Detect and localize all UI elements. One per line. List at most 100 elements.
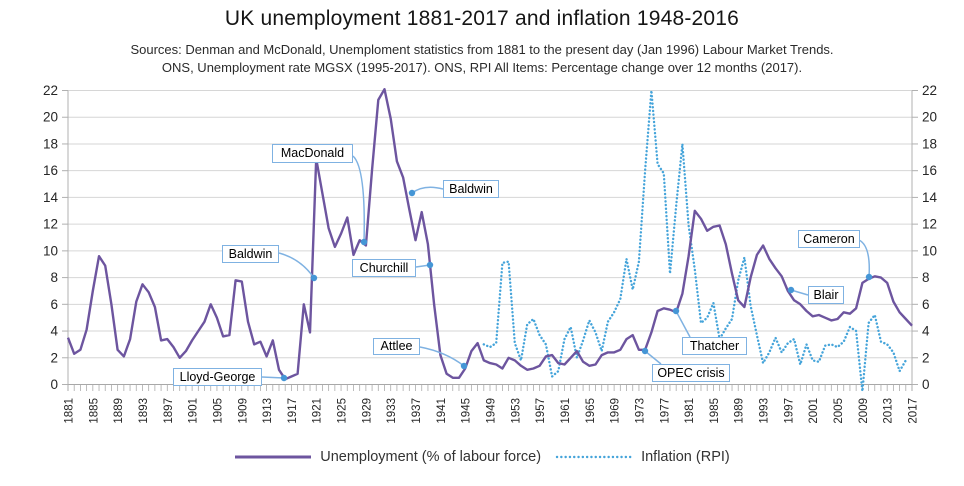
x-axis-label: 1909 xyxy=(237,398,249,424)
annotation-label-baldwin-1: Baldwin xyxy=(222,245,279,263)
legend-item-unemployment: Unemployment (% of labour force) xyxy=(234,449,541,465)
annotation-label-attlee: Attlee xyxy=(373,338,420,355)
x-axis-label: 1893 xyxy=(138,398,150,424)
annotation-connectors xyxy=(261,155,873,382)
x-axis-label: 1901 xyxy=(188,398,200,424)
x-axis-label: 1897 xyxy=(163,398,175,424)
x-axis-label: 2009 xyxy=(858,398,870,424)
annotation-label-baldwin-2: Baldwin xyxy=(443,180,499,198)
x-axis-label: 1917 xyxy=(287,398,299,424)
y-axis-label-left: 16 xyxy=(43,163,58,178)
unemployment-line-swatch-icon xyxy=(235,455,312,459)
x-axis-label: 1905 xyxy=(212,398,224,424)
x-axis-label: 1913 xyxy=(262,398,274,424)
x-axis-label: 1977 xyxy=(659,398,671,424)
y-axis-label-left: 10 xyxy=(43,243,58,258)
x-axis-label: 2013 xyxy=(883,398,895,424)
annotation-connector-cameron xyxy=(858,239,871,278)
y-axis-label-left: 8 xyxy=(50,270,58,285)
x-axis-label: 1993 xyxy=(759,398,771,424)
x-axis-label: 1985 xyxy=(709,398,721,424)
annotation-connector-baldwin-1 xyxy=(278,252,315,279)
x-axis-label: 1981 xyxy=(684,398,696,424)
y-axis-label-right: 12 xyxy=(922,217,937,232)
annotation-label-thatcher: Thatcher xyxy=(682,337,747,355)
x-axis-label: 1997 xyxy=(783,398,795,424)
annotation-dot-lloyd-george xyxy=(280,374,288,382)
x-axis-label: 1929 xyxy=(361,398,373,424)
chart-title: UK unemployment 1881-2017 and inflation … xyxy=(224,7,740,30)
annotation-dot-baldwin-1 xyxy=(310,274,318,282)
annotation-connector-thatcher xyxy=(675,310,691,338)
legend-label-inflation: Inflation (RPI) xyxy=(641,449,730,465)
x-axis-label: 1945 xyxy=(461,398,473,424)
y-axis-label-right: 2 xyxy=(922,350,930,365)
legend-item-inflation: Inflation (RPI) xyxy=(555,449,730,465)
annotation-label-blair: Blair xyxy=(808,286,844,304)
y-axis-label-right: 6 xyxy=(922,297,930,312)
inflation-line xyxy=(482,90,907,392)
y-axis-label-right: 8 xyxy=(922,270,930,285)
y-axis-label-right: 0 xyxy=(922,377,930,392)
x-axis-label: 1973 xyxy=(634,398,646,424)
annotation-dot-opec-crisis xyxy=(641,347,649,355)
y-axis-label-right: 14 xyxy=(922,190,938,205)
annotation-label-opec-crisis: OPEC crisis xyxy=(652,364,730,382)
x-axis-label: 1933 xyxy=(386,398,398,424)
annotation-label-cameron: Cameron xyxy=(798,230,860,248)
y-axis-label-left: 18 xyxy=(43,136,58,151)
annotation-dot-blair xyxy=(787,286,795,294)
x-axis-label: 1961 xyxy=(560,398,572,424)
y-axis-label-left: 22 xyxy=(43,83,58,98)
x-axis-label: 1957 xyxy=(535,398,547,424)
y-axis-label-left: 0 xyxy=(50,377,58,392)
x-axis-label: 1949 xyxy=(486,398,498,424)
sources-line-1: Sources: Denman and McDonald, Unemplomen… xyxy=(130,42,834,57)
unemployment-line xyxy=(66,88,913,381)
y-axis-label-right: 4 xyxy=(922,324,930,339)
x-axis-label: 1937 xyxy=(411,398,423,424)
x-axis-label: 1989 xyxy=(734,398,746,424)
x-axis-label: 2017 xyxy=(908,398,920,424)
annotation-connector-attlee xyxy=(419,346,465,367)
x-axis-label: 2005 xyxy=(833,398,845,424)
annotation-connector-lloyd-george xyxy=(261,376,285,379)
annotation-dot-churchill xyxy=(426,261,434,269)
annotation-dot-attlee xyxy=(460,362,468,370)
sources-line-2: ONS, Unemployment rate MGSX (1995-2017).… xyxy=(161,60,803,75)
y-axis-label-right: 16 xyxy=(922,163,937,178)
x-axis-label: 1889 xyxy=(113,398,125,424)
x-axis-label: 1921 xyxy=(312,398,324,424)
x-axis-label: 1965 xyxy=(585,398,597,424)
legend-label-unemployment: Unemployment (% of labour force) xyxy=(320,449,542,465)
y-axis-label-left: 12 xyxy=(43,217,58,232)
annotation-dot-macdonald xyxy=(360,238,368,246)
y-axis-label-right: 10 xyxy=(922,243,937,258)
y-axis-label-right: 18 xyxy=(922,136,937,151)
x-axis-tick-comb xyxy=(67,384,913,391)
y-axis-label-left: 20 xyxy=(43,110,58,125)
x-axis-label: 1885 xyxy=(88,398,100,424)
annotation-label-churchill: Churchill xyxy=(352,259,416,277)
annotation-connector-opec-crisis xyxy=(644,350,662,365)
y-axis-label-right: 20 xyxy=(922,110,937,125)
inflation-dotted-swatch-icon xyxy=(555,455,634,459)
y-axis-label-left: 6 xyxy=(50,297,58,312)
annotation-dot-thatcher xyxy=(672,307,680,315)
annotation-label-macdonald: MacDonald xyxy=(272,144,353,163)
x-axis-labels: 1881 1885 1889 1893 1897 1901 1905 1909 1913 1917… xyxy=(64,398,920,424)
x-axis-label: 1941 xyxy=(436,398,448,424)
annotation-dot-cameron xyxy=(865,273,873,281)
x-axis-label: 1953 xyxy=(510,398,522,424)
y-axis-label-left: 14 xyxy=(43,190,59,205)
x-axis-label: 1925 xyxy=(337,398,349,424)
x-axis-label: 2001 xyxy=(808,398,820,424)
annotation-label-lloyd-george: Lloyd-George xyxy=(173,368,262,386)
chart-legend: Unemployment (% of labour force) Inflati… xyxy=(0,449,964,465)
y-axis-label-left: 2 xyxy=(50,350,58,365)
annotation-connector-macdonald xyxy=(352,155,365,243)
y-axis-label-left: 4 xyxy=(50,324,58,339)
annotation-dot-baldwin-2 xyxy=(408,189,416,197)
